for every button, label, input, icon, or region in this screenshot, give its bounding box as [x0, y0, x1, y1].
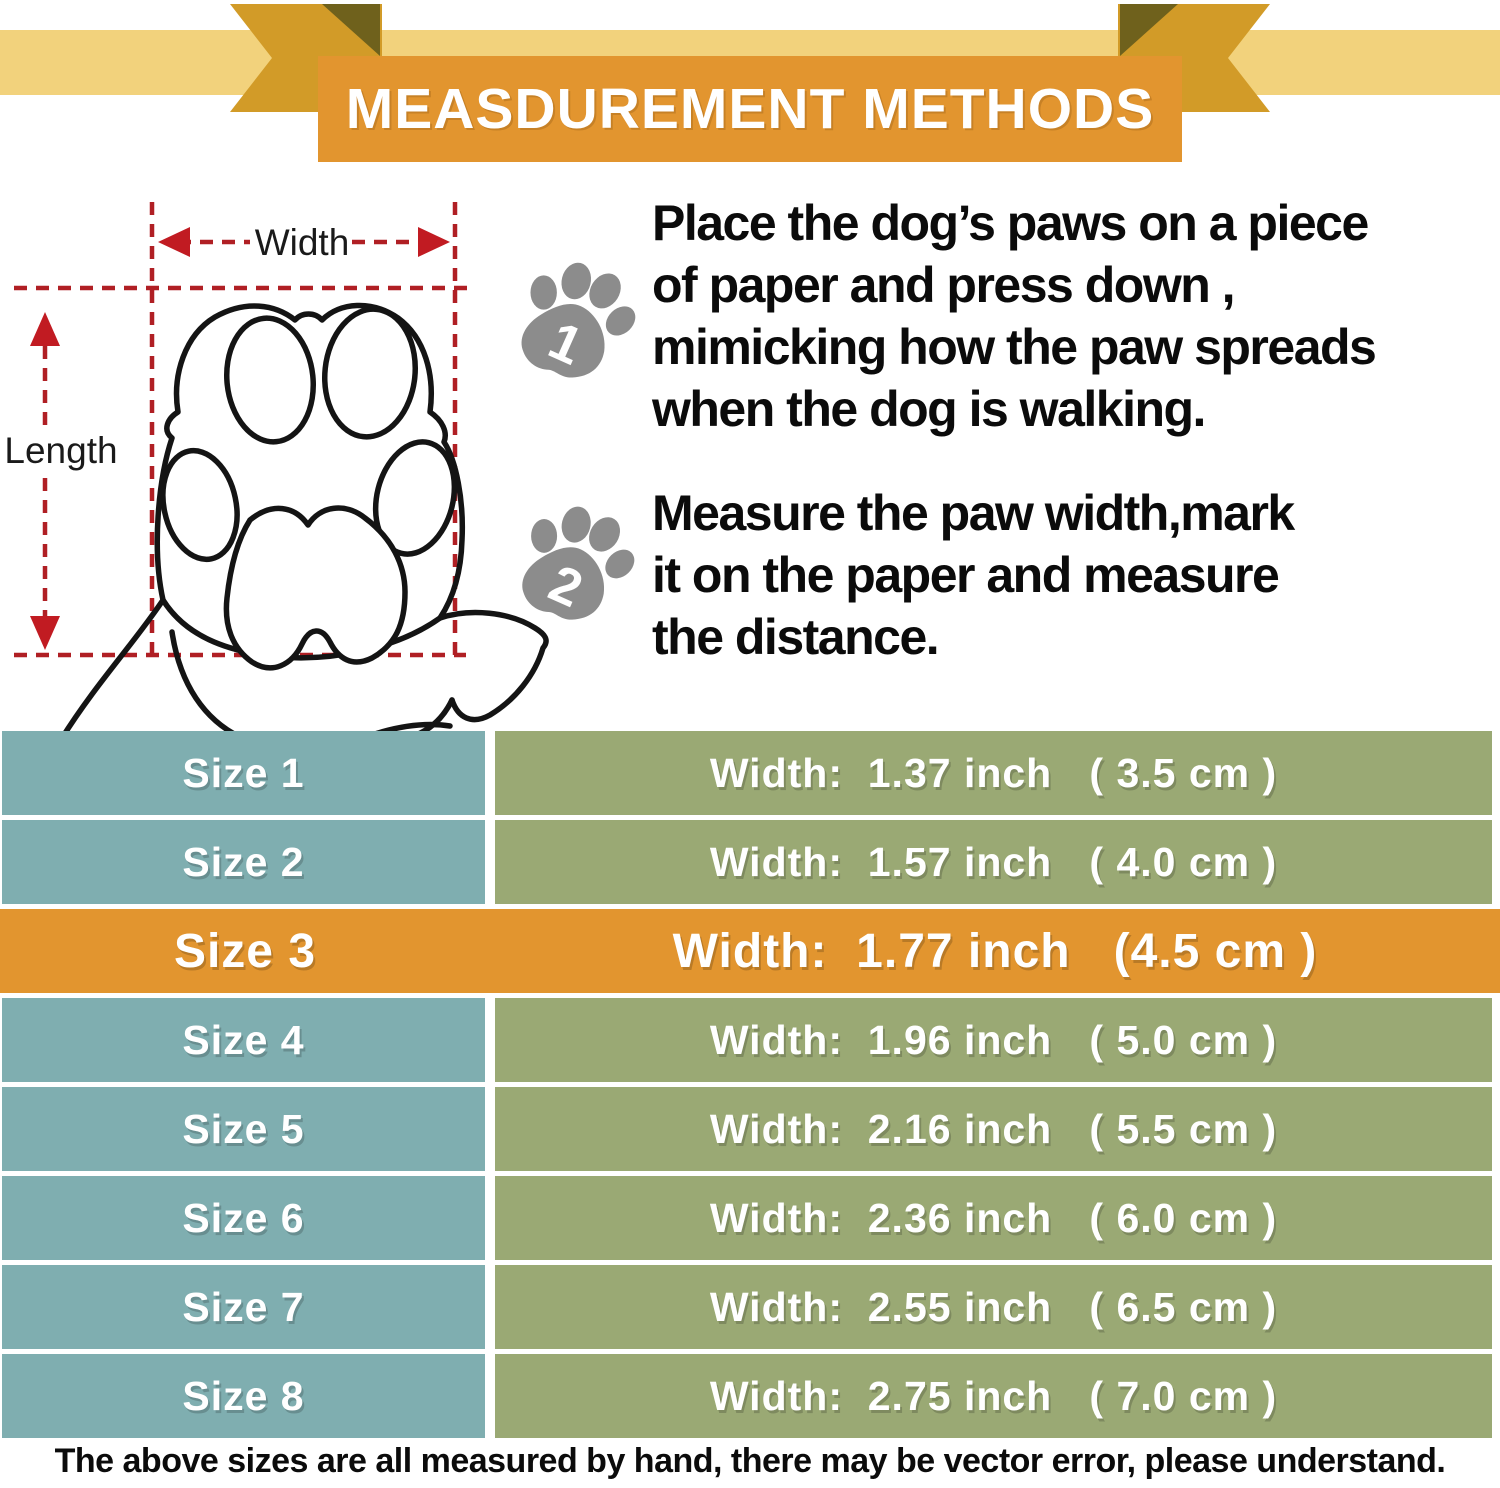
- width-cell: Width: 2.75 inch ( 7.0 cm ): [495, 1354, 1492, 1438]
- table-row: Size 4 Width: 1.96 inch ( 5.0 cm ): [0, 998, 1500, 1082]
- ribbon-banner: MEASDUREMENT METHODS: [0, 0, 1500, 180]
- instruction-step1: Place the dog’s paws on a piece of paper…: [652, 195, 1377, 437]
- leg-inner-line: [169, 629, 243, 740]
- table-row: Size 2 Width: 1.57 inch ( 4.0 cm ): [0, 820, 1500, 904]
- toe-pad-left: [160, 447, 240, 563]
- instruction-step2: Measure the paw width,mark it on the pap…: [652, 485, 1295, 665]
- width-cell: Width: 2.16 inch ( 5.5 cm ): [495, 1087, 1492, 1171]
- badge1-toe: [605, 306, 636, 336]
- paw-silhouette: [59, 302, 549, 740]
- arrowheads: [30, 227, 450, 650]
- width-cell: Width: 2.36 inch ( 6.0 cm ): [495, 1176, 1492, 1260]
- width-cell: Width: 1.77 inch (4.5 cm ): [672, 924, 1318, 978]
- table-row: Size 8 Width: 2.75 inch ( 7.0 cm ): [0, 1354, 1500, 1438]
- footer-disclaimer: The above sizes are all measured by hand…: [54, 1442, 1446, 1480]
- size-cell: Size 6: [2, 1176, 485, 1260]
- toe-pad-right: [372, 439, 458, 557]
- badge2-toe: [561, 506, 591, 543]
- size-cell: Size 1: [2, 731, 485, 815]
- length-arrowhead-up: [30, 312, 60, 346]
- badge1-toe: [589, 273, 621, 309]
- badge1-pad: [521, 304, 605, 378]
- size-cell: Size 3: [173, 924, 317, 978]
- size-cell: Size 5: [2, 1087, 485, 1171]
- banner-plate: [318, 56, 1182, 162]
- size-cell: Size 4: [2, 998, 485, 1082]
- badge2-pad: [522, 547, 605, 620]
- badge2-toe: [605, 549, 635, 579]
- width-cell: Width: 1.96 inch ( 5.0 cm ): [495, 998, 1492, 1082]
- width-cell: Width: 1.37 inch ( 3.5 cm ): [495, 731, 1492, 815]
- length-label: Length: [4, 430, 117, 471]
- width-cell: Width: 2.55 inch ( 6.5 cm ): [495, 1265, 1492, 1349]
- central-pad: [223, 505, 408, 671]
- width-cell: Width: 1.57 inch ( 4.0 cm ): [495, 820, 1492, 904]
- width-arrowhead-left: [158, 227, 190, 257]
- size-cell: Size 8: [2, 1354, 485, 1438]
- badge2-toe: [531, 519, 558, 553]
- paw-outline-drawing: [59, 302, 549, 740]
- badge2-toe: [589, 517, 621, 552]
- size-cell: Size 7: [2, 1265, 485, 1349]
- badge1-toe: [530, 275, 557, 310]
- toe-pad-center-left: [223, 315, 317, 445]
- ribbon-fold-right: [1120, 4, 1178, 56]
- ribbon-fold-left: [322, 4, 380, 56]
- toe-pad-center-right: [321, 306, 419, 440]
- page-title: MEASDUREMENT METHODS: [345, 77, 1155, 141]
- size-table: Size 1 Width: 1.37 inch ( 3.5 cm ) Size …: [0, 731, 1500, 1443]
- width-arrowhead-right: [418, 227, 450, 257]
- table-row-highlighted: Size 3 Width: 1.77 inch (4.5 cm ): [0, 909, 1500, 993]
- size-cell: Size 2: [2, 820, 485, 904]
- length-arrowhead-down: [30, 616, 60, 650]
- ribbon-graphic: [0, 4, 1500, 162]
- table-row: Size 6 Width: 2.36 inch ( 6.0 cm ): [0, 1176, 1500, 1260]
- step1-paw-icon: 1: [521, 262, 636, 378]
- paw-measurement-diagram: Width Length: [4, 202, 549, 740]
- width-label: Width: [255, 222, 350, 263]
- table-row: Size 1 Width: 1.37 inch ( 3.5 cm ): [0, 731, 1500, 815]
- step2-paw-icon: 2: [522, 506, 635, 620]
- table-row: Size 5 Width: 2.16 inch ( 5.5 cm ): [0, 1087, 1500, 1171]
- badge1-toe: [561, 262, 592, 300]
- table-row: Size 7 Width: 2.55 inch ( 6.5 cm ): [0, 1265, 1500, 1349]
